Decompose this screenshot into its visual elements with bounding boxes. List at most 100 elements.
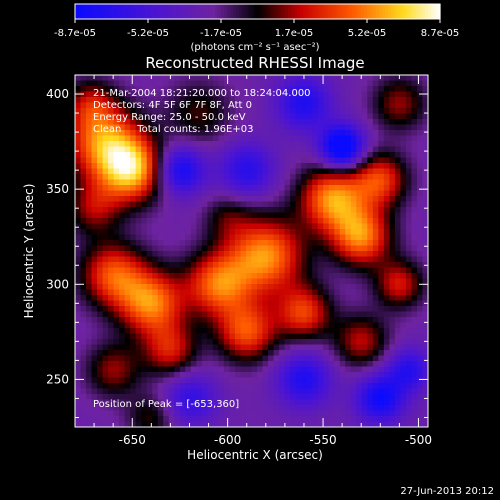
heatmap-cell — [400, 306, 407, 312]
heatmap-cell — [323, 97, 330, 103]
heatmap-cell — [218, 333, 225, 340]
heatmap-cell — [218, 124, 225, 131]
heatmap-cell — [86, 135, 93, 142]
heatmap-cell — [279, 311, 286, 318]
heatmap-cell — [350, 289, 357, 296]
heatmap-cell — [86, 108, 93, 114]
heatmap-cell — [361, 157, 368, 164]
heatmap-cell — [328, 289, 335, 296]
heatmap-cell — [295, 344, 302, 351]
heatmap-cell — [389, 124, 396, 131]
heatmap-cell — [356, 207, 363, 213]
heatmap-cell — [389, 410, 396, 417]
heatmap-cell — [284, 256, 291, 263]
heatmap-cell — [372, 185, 379, 191]
heatmap-cell — [135, 350, 142, 356]
heatmap-cell — [190, 339, 197, 345]
heatmap-cell — [179, 218, 186, 224]
heatmap-cell — [130, 377, 137, 384]
heatmap-cell — [234, 251, 241, 257]
heatmap-cell — [284, 372, 291, 378]
heatmap-cell — [212, 366, 219, 373]
heatmap-cell — [361, 91, 368, 98]
heatmap-cell — [179, 168, 186, 175]
heatmap-cell — [119, 394, 126, 400]
colorbar-cell — [385, 4, 389, 19]
heatmap-cell — [229, 218, 236, 224]
heatmap-cell — [328, 366, 335, 373]
heatmap-cell — [367, 405, 374, 411]
heatmap-cell — [306, 317, 313, 323]
heatmap-cell — [163, 317, 170, 323]
heatmap-cell — [367, 196, 374, 202]
heatmap-cell — [102, 212, 109, 219]
heatmap-cell — [157, 267, 164, 274]
heatmap-cell — [80, 141, 87, 147]
heatmap-cell — [356, 86, 363, 92]
heatmap-cell — [245, 377, 252, 384]
heatmap-cell — [301, 80, 308, 87]
heatmap-cell — [80, 168, 87, 175]
heatmap-cell — [212, 421, 219, 428]
heatmap-cell — [339, 262, 346, 268]
heatmap-cell — [422, 245, 429, 252]
heatmap-cell — [317, 146, 324, 153]
heatmap-cell — [168, 377, 175, 384]
heatmap-cell — [394, 399, 401, 406]
heatmap-cell — [185, 300, 192, 307]
heatmap-cell — [97, 322, 104, 329]
heatmap-cell — [339, 75, 346, 81]
heatmap-cell — [201, 185, 208, 191]
heatmap-cell — [350, 267, 357, 274]
heatmap-cell — [383, 383, 390, 389]
heatmap-cell — [234, 322, 241, 329]
heatmap-cell — [179, 383, 186, 389]
heatmap-cell — [108, 300, 115, 307]
heatmap-cell — [113, 157, 120, 164]
heatmap-cell — [196, 190, 203, 197]
heatmap-cell — [334, 273, 341, 279]
heatmap-cell — [372, 251, 379, 257]
heatmap-cell — [339, 355, 346, 362]
heatmap-cell — [367, 394, 374, 400]
heatmap-cell — [262, 119, 269, 125]
heatmap-cell — [383, 410, 390, 417]
heatmap-cell — [245, 295, 252, 301]
heatmap-cell — [416, 102, 423, 109]
heatmap-cell — [157, 421, 164, 428]
colorbar-cell — [397, 4, 402, 19]
heatmap-cell — [394, 328, 401, 334]
heatmap-cell — [312, 80, 319, 87]
heatmap-cell — [350, 421, 357, 428]
heatmap-cell — [273, 388, 280, 395]
heatmap-cell — [328, 102, 335, 109]
heatmap-cell — [108, 328, 115, 334]
heatmap-cell — [339, 174, 346, 180]
heatmap-cell — [339, 141, 346, 147]
heatmap-cell — [185, 278, 192, 285]
heatmap-cell — [268, 223, 275, 230]
heatmap-cell — [146, 350, 153, 356]
heatmap-cell — [130, 135, 137, 142]
heatmap-cell — [383, 399, 390, 406]
heatmap-cell — [411, 130, 418, 136]
heatmap-cell — [146, 218, 153, 224]
heatmap-cell — [405, 124, 412, 131]
heatmap-cell — [179, 212, 186, 219]
heatmap-cell — [201, 333, 208, 340]
heatmap-cell — [179, 377, 186, 384]
heatmap-cell — [75, 278, 82, 285]
heatmap-cell — [257, 311, 264, 318]
heatmap-cell — [157, 355, 164, 362]
heatmap-cell — [312, 328, 319, 334]
heatmap-cell — [75, 124, 82, 131]
heatmap-cell — [141, 300, 148, 307]
heatmap-cell — [411, 91, 418, 98]
heatmap-cell — [334, 152, 341, 158]
heatmap-cell — [146, 300, 153, 307]
heatmap-cell — [350, 317, 357, 323]
heatmap-cell — [350, 119, 357, 125]
heatmap-cell — [91, 399, 98, 406]
heatmap-cell — [113, 135, 120, 142]
heatmap-cell — [113, 124, 120, 131]
